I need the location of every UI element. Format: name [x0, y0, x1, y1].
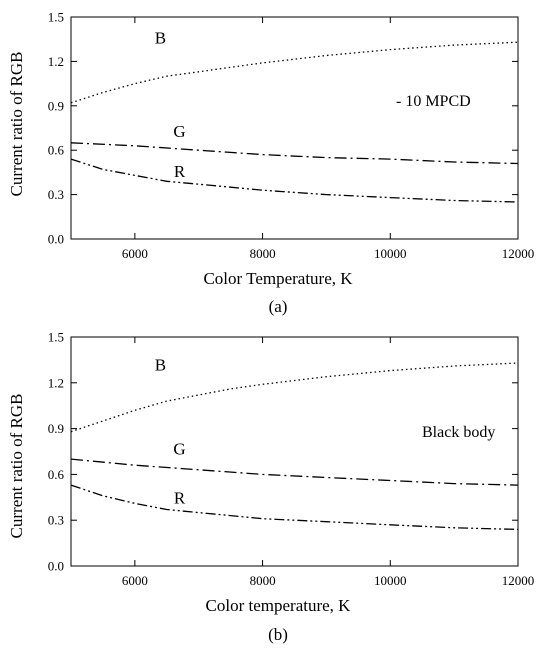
plot-frame [70, 16, 519, 240]
x-tick-label: 6000 [122, 573, 148, 588]
annotation: Black body [422, 424, 495, 441]
panel-label: (a) [269, 297, 288, 316]
y-tick-label: 0.0 [48, 232, 64, 247]
y-tick-label: 0.0 [48, 559, 64, 574]
chart-panel-a: Current ratio of RGB Color Temperature, … [7, 10, 534, 317]
y-tick-label: 1.5 [48, 10, 64, 25]
series-line-G [70, 142, 519, 165]
series-label-B: B [155, 356, 166, 375]
x-axis-label: Color temperature, K [206, 596, 352, 615]
panel-label: (b) [268, 625, 288, 644]
series-label-G: G [173, 440, 185, 459]
y-tick-label: 1.2 [48, 54, 64, 69]
annotation: - 10 MPCD [396, 93, 471, 110]
series-label-R: R [174, 488, 186, 507]
x-tick-label: 12000 [502, 573, 535, 588]
series-line-B [70, 362, 519, 433]
y-tick-label: 0.9 [48, 98, 64, 113]
x-tick-label: 8000 [250, 246, 276, 261]
series-label-B: B [155, 29, 166, 48]
series-label-G: G [173, 122, 185, 141]
chart-panel-b: Current ratio of RGB Color temperature, … [7, 330, 534, 645]
y-tick-label: 0.6 [48, 143, 65, 158]
y-tick-label: 0.3 [48, 513, 64, 528]
series-line-R [70, 158, 519, 203]
x-tick-label: 10000 [374, 246, 407, 261]
y-axis-label: Current ratio of RGB [7, 52, 26, 197]
x-tick-label: 12000 [502, 246, 535, 261]
y-tick-label: 1.5 [48, 330, 64, 345]
y-axis-label: Current ratio of RGB [7, 394, 26, 539]
x-axis-label: Color Temperature, K [203, 269, 353, 288]
y-tick-label: 1.2 [48, 375, 64, 390]
x-tick-label: 6000 [122, 246, 148, 261]
series-line-R [70, 484, 519, 531]
x-tick-label: 10000 [374, 573, 407, 588]
plot-frame [70, 336, 519, 567]
series-line-G [70, 458, 519, 486]
y-tick-label: 0.9 [48, 421, 64, 436]
y-tick-label: 0.6 [48, 467, 65, 482]
x-tick-label: 8000 [250, 573, 276, 588]
y-tick-label: 0.3 [48, 187, 64, 202]
series-label-R: R [174, 162, 186, 181]
